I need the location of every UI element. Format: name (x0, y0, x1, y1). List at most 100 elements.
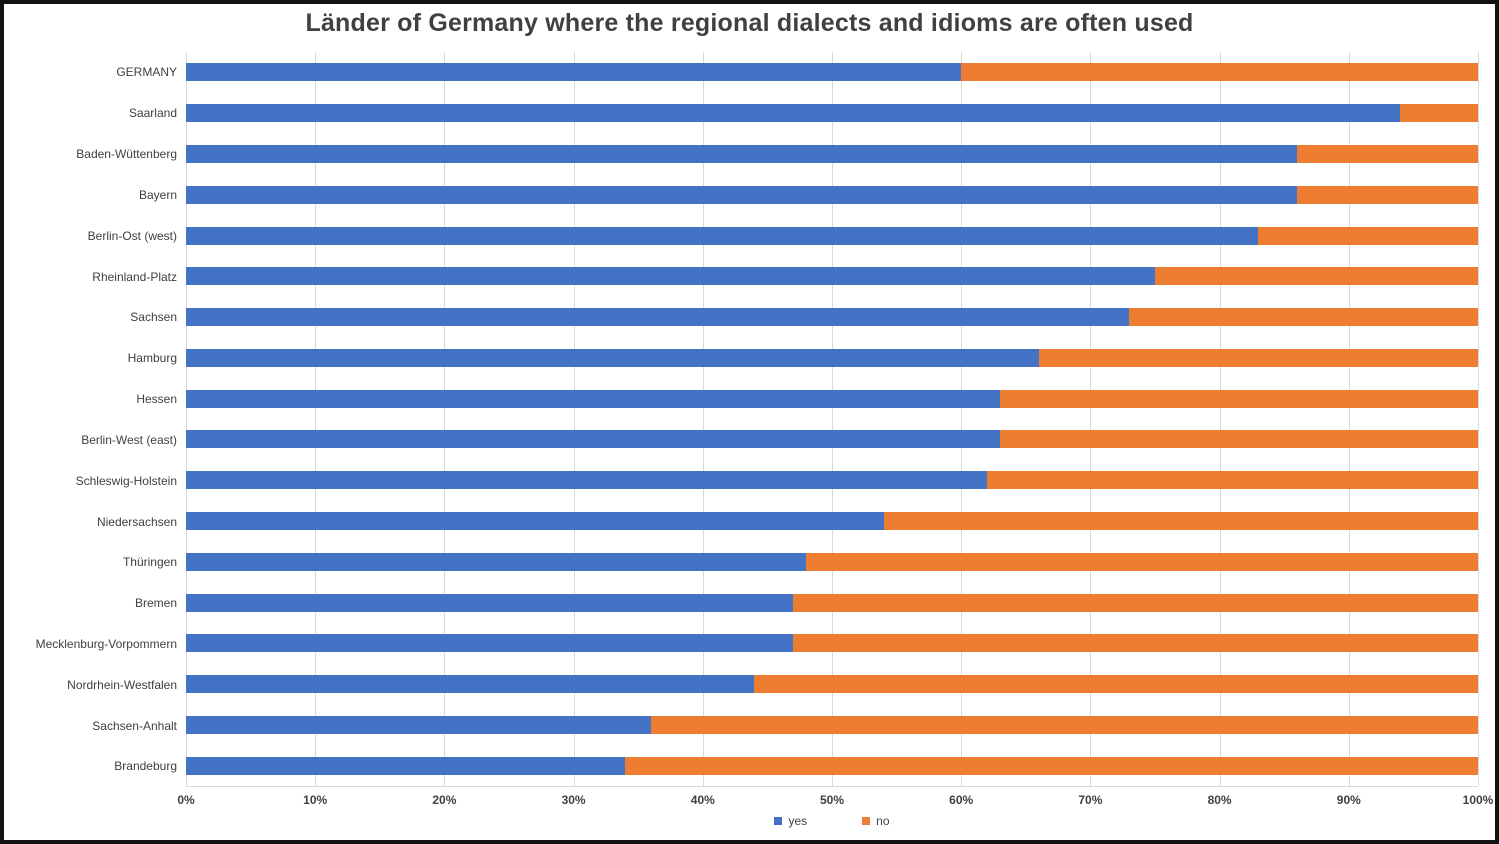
stacked-bar (186, 552, 1478, 571)
x-tick-label: 80% (1207, 793, 1232, 807)
bar-segment-no (806, 552, 1478, 571)
bar-row (186, 215, 1478, 256)
x-axis: 0% 10% 20% 30% 40% 50% 60% 70% 80% 90% 100% (177, 787, 1493, 811)
bar-segment-yes (186, 715, 652, 734)
x-tick-label: 0% (177, 793, 195, 807)
bar-segment-yes (186, 675, 755, 694)
gridlines (186, 52, 1479, 786)
gridline (1090, 52, 1092, 786)
bar-segment-no (793, 634, 1478, 653)
bar-row (186, 705, 1478, 746)
chart-area: GERMANY Saarland Baden-Wüttenberg Bayern Ber… (4, 52, 1495, 787)
bar-segment-yes (186, 308, 1130, 327)
category-label: Brandeburg (114, 759, 177, 774)
category-label: Sachsen (130, 310, 177, 325)
bar-segment-no (651, 715, 1478, 734)
x-tick-label: 100% (1462, 793, 1494, 807)
bar-row (186, 174, 1478, 215)
bar-segment-no (883, 511, 1478, 530)
stacked-bar (186, 430, 1478, 449)
bar-segment-yes (186, 185, 1298, 204)
bar-segment-no (1129, 308, 1478, 327)
bar-segment-yes (186, 267, 1155, 286)
legend-label: no (876, 814, 890, 828)
bar-segment-yes (186, 348, 1039, 367)
category-label: Bremen (134, 596, 177, 611)
gridline (702, 52, 704, 786)
bar-segment-no (754, 675, 1478, 694)
bar-row (186, 419, 1478, 460)
bar-row (186, 745, 1478, 786)
bar-segment-yes (186, 63, 962, 82)
category-label: Nordrhein-Westfalen (67, 677, 177, 692)
stacked-bar (186, 715, 1478, 734)
gridline (186, 52, 187, 786)
bar-row (186, 501, 1478, 542)
stacked-bar (186, 185, 1478, 204)
category-label: Bayern (138, 187, 177, 202)
bar-row (186, 541, 1478, 582)
bar-segment-yes (186, 389, 1000, 408)
stacked-bar (186, 104, 1478, 123)
x-tick-label: 10% (303, 793, 328, 807)
gridline (961, 52, 963, 786)
bar-segment-yes (186, 430, 1000, 449)
bar-segment-no (987, 471, 1478, 490)
stacked-bar (186, 267, 1478, 286)
stacked-bar (186, 226, 1478, 245)
bar-segment-yes (186, 552, 807, 571)
stacked-bar (186, 389, 1478, 408)
x-tick-label: 60% (949, 793, 974, 807)
bar-segment-yes (186, 593, 794, 612)
legend-swatch-no (862, 817, 871, 825)
chart-title: Länder of Germany where the regional dia… (305, 9, 1194, 37)
category-label: Hamburg (127, 351, 177, 366)
category-label: Saarland (128, 106, 177, 121)
gridline (1348, 52, 1350, 786)
category-label: Hessen (136, 392, 177, 407)
bar-segment-no (625, 756, 1478, 775)
stacked-bar (186, 144, 1478, 163)
stacked-bar (186, 675, 1478, 694)
x-tick-label: 70% (1078, 793, 1103, 807)
stacked-bar (186, 593, 1478, 612)
bar-segment-no (1297, 144, 1478, 163)
x-tick-label: 40% (690, 793, 715, 807)
bar-segment-no (1155, 267, 1478, 286)
bar-segment-no (793, 593, 1478, 612)
gridline (444, 52, 446, 786)
x-tick-label: 30% (561, 793, 586, 807)
x-tick-label: 90% (1336, 793, 1361, 807)
legend-item-no: no (862, 814, 890, 828)
bar-segment-yes (186, 634, 794, 653)
bar-row (186, 297, 1478, 338)
bar-segment-no (999, 389, 1478, 408)
plot-area (186, 52, 1479, 787)
bar-row (186, 623, 1478, 664)
bar-row (186, 52, 1478, 93)
stacked-bar (186, 756, 1478, 775)
bar-segment-no (961, 63, 1478, 82)
bar-segment-yes (186, 104, 1401, 123)
x-tick-label: 50% (819, 793, 845, 807)
bar-row (186, 664, 1478, 705)
bar-segment-yes (186, 226, 1259, 245)
bar-segment-yes (186, 511, 884, 530)
bar-row (186, 378, 1478, 419)
legend-swatch-yes (774, 817, 783, 825)
bar-segment-no (1038, 348, 1478, 367)
bar-row (186, 337, 1478, 378)
gridline (1219, 52, 1221, 786)
gridline (573, 52, 575, 786)
stacked-bar (186, 634, 1478, 653)
bar-row (186, 93, 1478, 134)
category-label: Mecklenburg-Vorpommern (35, 637, 177, 651)
stacked-bar (186, 511, 1478, 530)
x-tick-label: 20% (432, 793, 457, 807)
category-label: Baden-Wüttenberg (76, 147, 177, 162)
category-label: Berlin-Ost (west) (87, 228, 177, 243)
stacked-bar (186, 63, 1478, 82)
bar-segment-no (1297, 185, 1478, 204)
category-axis: GERMANY Saarland Baden-Wüttenberg Bayern Ber… (4, 52, 186, 787)
